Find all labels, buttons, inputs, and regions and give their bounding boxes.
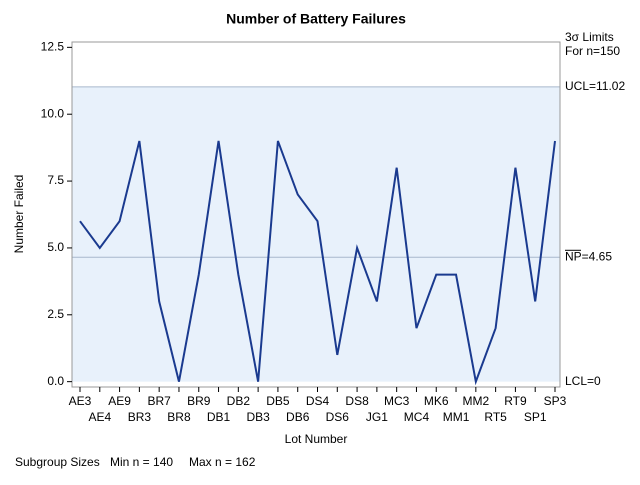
x-tick-label: RT5 xyxy=(484,410,507,424)
x-tick-label: SP3 xyxy=(544,394,567,408)
x-tick-label: DS8 xyxy=(345,394,369,408)
y-tick-label: 0.0 xyxy=(47,374,64,388)
x-tick-label: DB3 xyxy=(246,410,270,424)
x-tick-label: DB5 xyxy=(266,394,290,408)
x-tick-label: DB6 xyxy=(286,410,310,424)
plot-frame xyxy=(71,41,561,388)
y-axis-label: Number Failed xyxy=(12,175,26,254)
x-tick-label: MC4 xyxy=(404,410,430,424)
footer-text: Max n = 162 xyxy=(189,455,256,469)
x-tick-label: DB1 xyxy=(207,410,231,424)
y-tick-label: 12.5 xyxy=(41,40,65,54)
limit-label: LCL=0 xyxy=(565,374,601,388)
limit-label: NP=4.65 xyxy=(565,249,612,263)
y-tick-label: 2.5 xyxy=(47,307,64,321)
limits-header: 3σ Limits xyxy=(565,30,614,44)
footer-text: Min n = 140 xyxy=(110,455,173,469)
x-tick-label: AE3 xyxy=(69,394,92,408)
y-tick-label: 10.0 xyxy=(41,106,65,120)
x-tick-label: BR8 xyxy=(167,410,191,424)
limit-label: UCL=11.02 xyxy=(565,79,625,93)
limits-header: For n=150 xyxy=(565,44,620,58)
x-tick-label: BR9 xyxy=(187,394,211,408)
x-tick-label: SP1 xyxy=(524,410,547,424)
x-tick-label: JG1 xyxy=(366,410,388,424)
x-tick-label: BR3 xyxy=(128,410,152,424)
x-tick-label: BR7 xyxy=(147,394,171,408)
x-tick-label: AE9 xyxy=(108,394,131,408)
y-tick-label: 5.0 xyxy=(47,240,64,254)
x-tick-label: MK6 xyxy=(424,394,449,408)
data-line xyxy=(79,140,556,386)
x-tick-label: DS6 xyxy=(326,410,350,424)
limit-band xyxy=(72,86,560,382)
x-tick-label: AE4 xyxy=(88,410,111,424)
x-tick-label: MM1 xyxy=(443,410,470,424)
x-axis-label: Lot Number xyxy=(285,432,348,446)
x-tick-label: DB2 xyxy=(227,394,251,408)
chart-title: Number of Battery Failures xyxy=(226,11,406,27)
footer-text: Subgroup Sizes xyxy=(15,455,100,469)
y-tick-label: 7.5 xyxy=(47,173,64,187)
x-tick-label: MM2 xyxy=(462,394,489,408)
x-tick-label: RT9 xyxy=(504,394,527,408)
x-tick-label: DS4 xyxy=(306,394,330,408)
x-tick-label: MC3 xyxy=(384,394,410,408)
